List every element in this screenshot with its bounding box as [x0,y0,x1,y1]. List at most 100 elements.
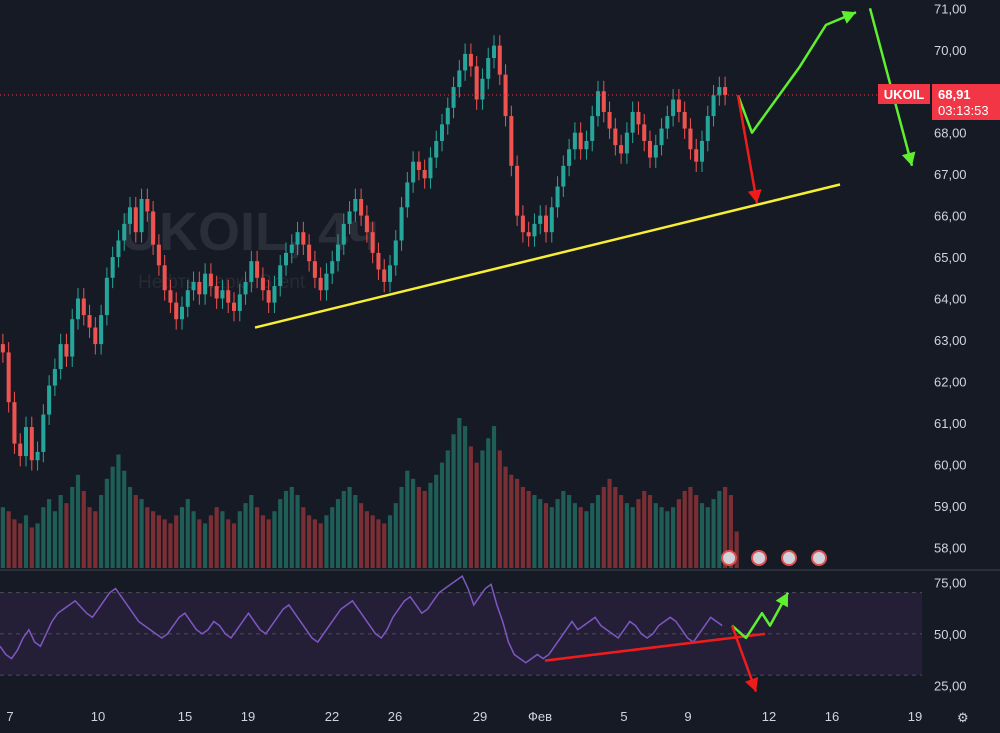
candle-body [162,265,167,291]
volume-bar [278,499,283,568]
candle-body [688,128,693,150]
candle-body [214,286,219,299]
volume-bar [717,490,722,568]
candle-body [416,161,421,170]
candle-body [226,290,231,303]
price-tick-label: 66,00 [934,209,967,224]
event-flag-icon[interactable] [721,550,737,566]
volume-bar [47,499,52,568]
volume-bar [70,486,75,568]
candle-body [717,87,722,96]
event-flag-icon[interactable] [751,550,767,566]
current-price-tag: UKOIL 68,91 03:13:53 [878,84,1000,120]
settings-gear-icon[interactable]: ⚙ [957,710,969,725]
candle-body [515,165,520,216]
candle-body [590,116,595,141]
volume-bar [665,511,670,568]
candle-body [619,145,624,154]
volume-bar [468,446,473,568]
candle-body [47,385,52,415]
volume-bar [237,511,242,568]
candle-body [278,265,283,287]
volume-bar [58,495,63,568]
candle-body [486,58,491,79]
volume-bar [335,499,341,568]
volume-bar [168,523,173,568]
candle-body [64,344,69,357]
volume-bar [653,503,658,568]
volume-bar [584,511,589,568]
candle-body [156,244,161,266]
volume-bar [601,486,606,568]
rsi-tick-label: 50,00 [934,627,967,642]
volume-bar [191,511,196,568]
volume-bar [723,486,728,568]
candle-body [567,149,572,166]
candle-body [324,273,329,291]
candle-body [58,344,63,369]
volume-bar [18,523,23,568]
candle-body [203,273,208,295]
candle-body [428,157,433,179]
candle-body [723,87,728,95]
volume-bar [6,511,11,568]
volume-bar [555,499,560,568]
candle-body [307,244,312,262]
volume-bar [35,523,40,568]
candle-body [607,111,612,129]
volume-bar [694,495,699,568]
candle-body [457,70,462,88]
volume-bar [572,503,577,568]
candle-body [6,352,11,403]
candle-body [353,199,358,212]
candle-body [174,302,179,320]
candle-body [451,87,456,108]
event-flag-icon[interactable] [781,550,797,566]
volume-bar [538,499,543,568]
candle-body [122,223,127,241]
candle-body [168,290,173,303]
candle-body [532,223,537,237]
candle-body [387,265,393,282]
volume-bar [624,503,629,568]
x-tick-label: 19 [908,709,922,724]
volume-bar [110,466,115,568]
volume-bar [295,495,300,568]
candle-body [578,132,583,150]
volume-bar [116,454,121,568]
event-flag-icon[interactable] [811,550,827,566]
volume-bar [179,507,185,568]
volume-bar [497,450,502,568]
candle-body [642,124,647,141]
volume-bar [416,486,421,568]
candle-body [145,199,150,212]
candle-body [422,169,427,179]
volume-bar [145,507,150,568]
rsi-forecast-down-arrow-head [744,676,759,692]
volume-bar [151,511,156,568]
price-tick-label: 71,00 [934,1,967,16]
candle-body [711,95,716,117]
volume-bar [486,438,491,568]
volume-bar [526,490,531,568]
candle-body [29,427,34,461]
volume-bar [185,499,190,568]
volume-bar [543,503,549,568]
candle-body [503,74,508,117]
volume-bar [29,527,34,568]
candle-body [220,290,225,299]
volume-bar [509,474,514,568]
volume-bar [549,507,554,568]
volume-bar [387,515,393,568]
volume-bar [197,519,202,568]
price-tick-label: 64,00 [934,292,967,307]
x-tick-label: 16 [825,709,839,724]
volume-bar [174,515,179,568]
candle-body [12,402,17,444]
countdown-label: 03:13:53 [938,103,989,118]
rsi-line [0,574,723,664]
volume-bar [272,511,277,568]
candle-body [399,207,404,241]
rsi-layer [0,574,922,692]
